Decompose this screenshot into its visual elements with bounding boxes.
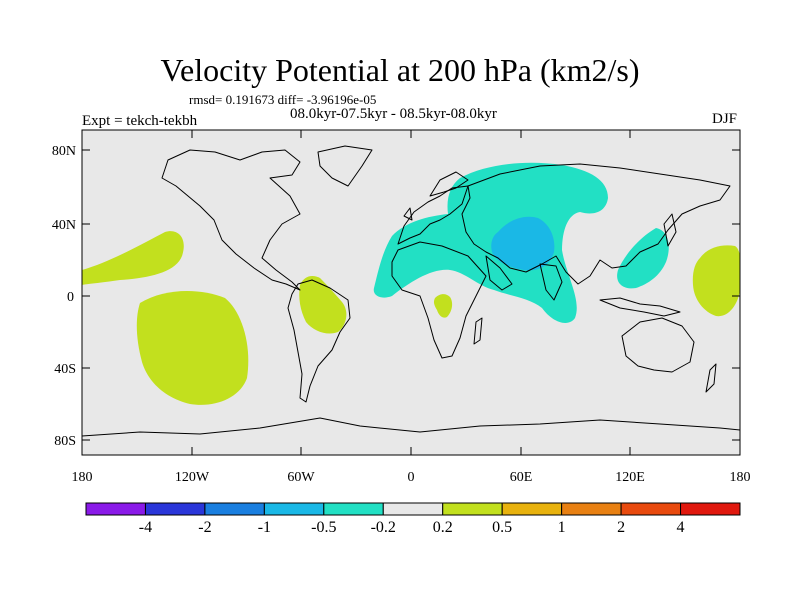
colorbar-box-8 <box>561 502 622 516</box>
colorbar-label-6: 0.5 <box>492 519 512 536</box>
coast-scandinavia <box>429 171 469 197</box>
stats-text: rmsd= 0.191673 diff= -3.96196e-05 <box>189 92 377 107</box>
colorbar-box-2 <box>204 502 265 516</box>
lon-label-60e: 60E <box>510 470 533 485</box>
lon-label-120e: 120E <box>615 470 645 485</box>
coast-japan <box>663 213 677 247</box>
colorbar-label-3: -0.5 <box>311 519 336 536</box>
colorbar-label-4: -0.2 <box>371 519 396 536</box>
coast-australia <box>621 317 695 373</box>
map-title: Velocity Potential at 200 hPa (km2/s) <box>160 52 640 88</box>
season-label: DJF <box>712 111 738 127</box>
coast-uk <box>403 207 413 221</box>
colorbar-box-7 <box>501 502 563 516</box>
anomaly-positive-south-pacific <box>136 291 249 405</box>
colorbar-box-6 <box>442 502 503 516</box>
colorbar-label-1: -2 <box>198 519 211 536</box>
coast-africa <box>391 241 487 359</box>
colorbar-box-9 <box>620 502 682 516</box>
anomaly-positive-africa-small <box>433 294 453 318</box>
coast-india <box>539 263 563 301</box>
anomaly-positive-west-pacific <box>692 245 740 317</box>
lon-label-0: 0 <box>408 470 415 485</box>
colorbar-labels: -4 -2 -1 -0.5 -0.2 0.2 0.5 1 2 4 <box>139 519 685 536</box>
colorbar-box-4 <box>323 502 384 516</box>
colorbar-label-2: -1 <box>258 519 271 536</box>
coast-europe <box>397 185 469 245</box>
coast-new-zealand <box>705 363 717 393</box>
colorbar-label-9: 4 <box>677 519 685 536</box>
coast-greenland <box>317 145 373 187</box>
colorbar-label-0: -4 <box>139 519 152 536</box>
anomaly-strong-negative-core <box>491 216 555 271</box>
experiment-label: Expt = tekch-tekbh <box>82 113 198 129</box>
colorbar <box>85 502 741 516</box>
colorbar-box-10 <box>680 502 741 516</box>
colorbar-box-0 <box>85 502 146 516</box>
coastlines <box>82 145 740 437</box>
colorbar-box-3 <box>263 502 325 516</box>
coast-madagascar <box>473 317 483 345</box>
coast-antarctica <box>82 417 740 437</box>
colorbar-label-5: 0.2 <box>433 519 453 536</box>
coast-indonesia <box>599 297 681 317</box>
lon-label-180w: 180 <box>72 470 93 485</box>
colorbar-label-7: 1 <box>558 519 566 536</box>
lat-label-80s: 80S <box>54 434 76 449</box>
anomaly-negative-eurasia <box>373 162 608 323</box>
lat-label-80n: 80N <box>52 144 76 159</box>
colorbar-box-5 <box>382 502 444 516</box>
colorbar-box-1 <box>144 502 206 516</box>
lon-label-60w: 60W <box>287 470 315 485</box>
anomaly-positive-east-pacific <box>82 231 184 285</box>
period-label: 08.0kyr-07.5kyr - 08.5kyr-08.0kyr <box>290 106 497 122</box>
lat-label-40n: 40N <box>52 218 76 233</box>
axis-ticks <box>81 130 741 455</box>
coast-south-america <box>287 279 351 403</box>
colorbar-label-8: 2 <box>617 519 625 536</box>
anomaly-negative-east-asia <box>617 228 669 289</box>
coast-arabia <box>485 255 513 291</box>
coast-asia <box>461 163 731 285</box>
lat-label-0: 0 <box>67 290 74 305</box>
lat-label-40s: 40S <box>54 362 76 377</box>
coast-north-america <box>161 149 301 291</box>
anomaly-positive-south-america <box>299 276 347 334</box>
lon-label-120w: 120W <box>175 470 210 485</box>
lon-label-180e: 180 <box>730 470 751 485</box>
